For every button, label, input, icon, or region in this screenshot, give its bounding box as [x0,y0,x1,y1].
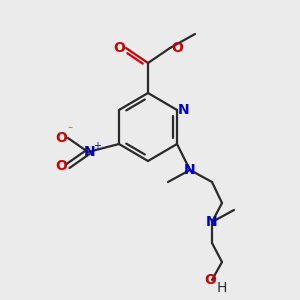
Text: ⁻: ⁻ [68,125,73,135]
Text: O: O [204,273,216,287]
Text: N: N [84,145,96,159]
Text: N: N [206,215,218,229]
Text: O: O [55,159,67,173]
Text: N: N [178,103,190,117]
Text: N: N [184,163,196,177]
Text: +: + [93,141,101,151]
Text: O: O [171,41,183,55]
Text: O: O [113,41,125,55]
Text: O: O [55,131,67,145]
Text: H: H [217,281,227,295]
